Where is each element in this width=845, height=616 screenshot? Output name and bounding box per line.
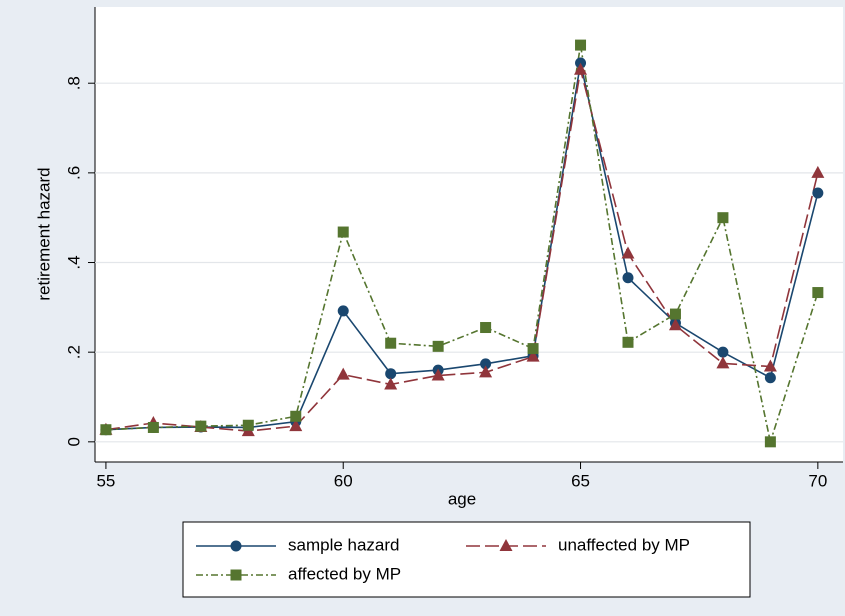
y-tick-label: .8 — [64, 76, 83, 90]
x-tick-label: 70 — [808, 471, 827, 490]
x-axis-title: age — [448, 489, 476, 508]
y-tick-label: .4 — [64, 255, 83, 269]
plot-area — [95, 7, 843, 462]
marker — [290, 410, 302, 422]
legend — [182, 521, 751, 598]
marker — [480, 358, 492, 370]
marker — [575, 39, 587, 51]
marker — [432, 340, 444, 352]
legend-marker — [230, 569, 242, 581]
marker — [622, 272, 634, 284]
marker — [385, 337, 397, 349]
marker — [812, 287, 824, 299]
marker — [289, 419, 303, 432]
marker — [622, 336, 634, 348]
series-line — [105, 62, 819, 431]
marker — [384, 377, 398, 390]
marker — [669, 308, 681, 320]
marker — [385, 368, 397, 380]
x-tick-label: 55 — [96, 471, 115, 490]
x-tick-label: 60 — [334, 471, 353, 490]
series-line — [105, 44, 819, 445]
marker — [242, 419, 254, 431]
marker — [431, 368, 445, 381]
marker — [764, 436, 776, 448]
marker — [480, 322, 492, 334]
marker — [717, 346, 729, 358]
marker — [526, 349, 540, 362]
legend-marker — [230, 540, 242, 552]
marker — [811, 165, 825, 178]
marker — [621, 246, 635, 259]
legend-label: unaffected by MP — [558, 535, 690, 554]
marker — [716, 356, 730, 369]
marker — [764, 372, 776, 384]
marker — [717, 212, 729, 224]
marker — [527, 343, 539, 355]
legend-label: affected by MP — [288, 564, 401, 583]
marker — [195, 420, 207, 432]
x-tick-label: 65 — [571, 471, 590, 490]
marker — [574, 62, 588, 75]
marker — [812, 187, 824, 199]
marker — [479, 365, 493, 378]
marker — [337, 226, 349, 238]
marker — [147, 421, 159, 433]
y-axis-title: retirement hazard — [34, 167, 53, 300]
marker — [668, 318, 682, 331]
marker — [337, 305, 349, 317]
legend-marker — [499, 539, 513, 551]
y-tick-label: .6 — [64, 166, 83, 180]
y-tick-label: .2 — [64, 345, 83, 359]
marker — [763, 359, 777, 372]
marker — [336, 367, 350, 380]
marker — [100, 424, 112, 436]
y-tick-label: 0 — [64, 437, 83, 446]
series-line — [105, 69, 819, 432]
legend-label: sample hazard — [288, 535, 400, 554]
